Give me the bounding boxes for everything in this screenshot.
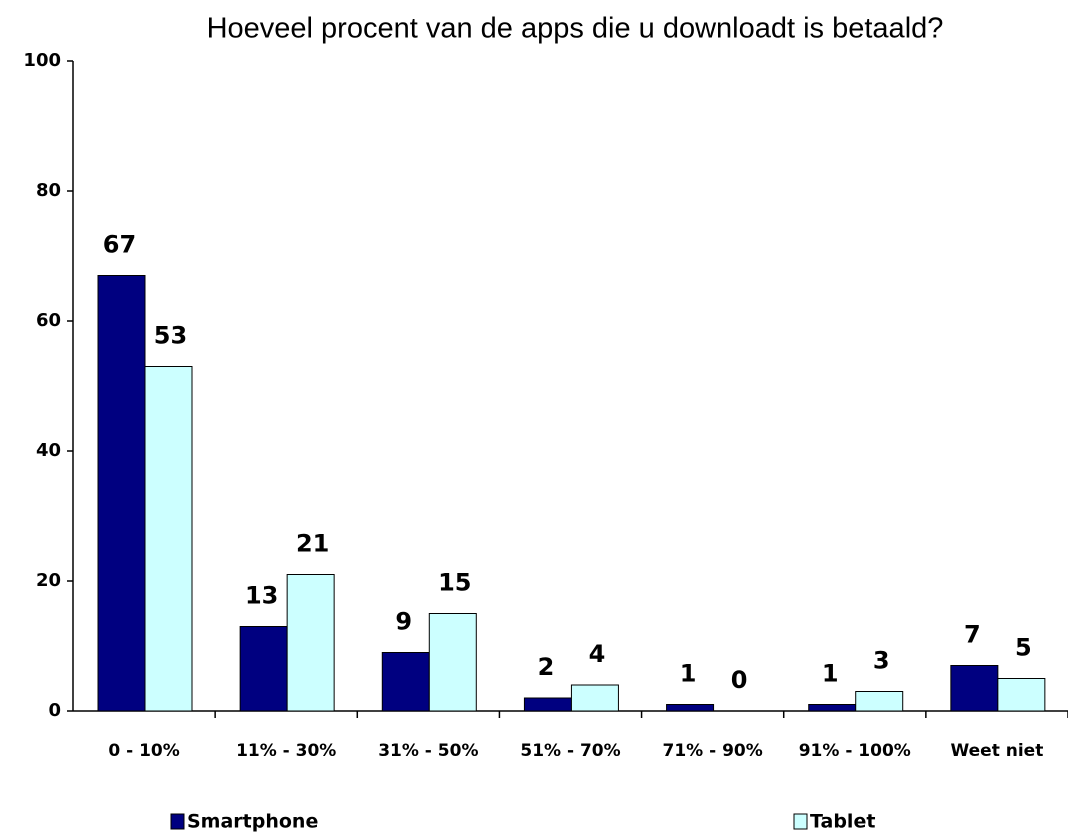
x-tick-label: 11% - 30%: [236, 741, 336, 761]
y-tick-label: 20: [36, 570, 61, 591]
bar: [570, 684, 619, 712]
chart-title: Hoeveel procent van de apps die u downlo…: [207, 13, 944, 45]
data-label: 7: [964, 621, 981, 649]
y-tick-label: 60: [36, 310, 61, 331]
y-tick-label: 40: [36, 440, 61, 461]
data-label: 15: [438, 569, 471, 597]
data-label: 67: [103, 231, 136, 259]
bar: [428, 613, 477, 712]
bar: [144, 366, 193, 712]
bar: [286, 574, 335, 712]
data-label: 9: [395, 608, 412, 636]
legend-label: Smartphone: [187, 811, 318, 833]
data-label: 1: [680, 660, 697, 688]
bar: [97, 275, 146, 712]
y-tick-label: 0: [48, 700, 61, 721]
x-tick-label: 51% - 70%: [520, 741, 620, 761]
legend-swatch: [793, 813, 808, 830]
data-label: 53: [154, 322, 187, 350]
bar: [808, 704, 857, 712]
legend-swatch: [170, 813, 185, 830]
bar: [523, 697, 572, 712]
bar: [666, 704, 715, 712]
x-tick-label: Weet niet: [951, 741, 1044, 761]
data-label: 1: [822, 660, 839, 688]
bar: [855, 691, 904, 712]
data-label: 13: [245, 582, 278, 610]
bar: [950, 665, 999, 712]
data-label: 4: [589, 640, 606, 668]
data-label: 3: [873, 647, 890, 675]
bar: [381, 652, 430, 712]
x-tick-label: 71% - 90%: [663, 741, 763, 761]
bar: [239, 626, 288, 712]
data-label: 2: [538, 653, 555, 681]
y-tick-label: 80: [36, 180, 61, 201]
x-tick-label: 31% - 50%: [378, 741, 478, 761]
data-label: 5: [1015, 634, 1032, 662]
bar: [997, 678, 1046, 712]
data-label: 21: [296, 530, 329, 558]
x-tick-label: 0 - 10%: [108, 741, 179, 761]
x-tick-label: 91% - 100%: [799, 741, 911, 761]
legend-label: Tablet: [810, 811, 875, 833]
data-label: 0: [731, 666, 748, 694]
y-tick-label: 100: [23, 50, 61, 71]
